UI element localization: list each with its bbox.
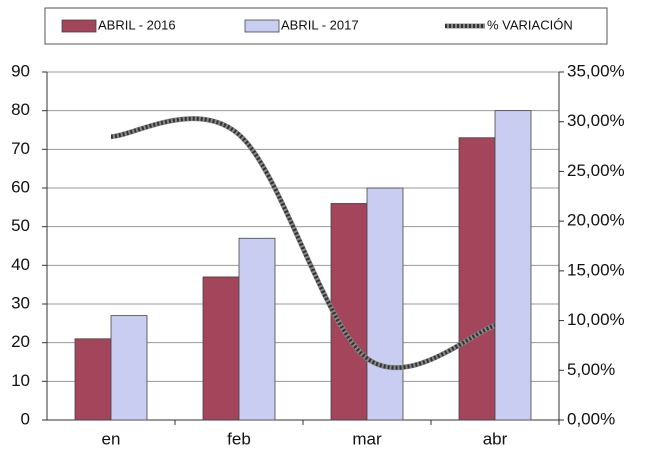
legend-swatch bbox=[244, 19, 280, 33]
y2-tick-label: 15,00% bbox=[567, 260, 625, 279]
bar bbox=[110, 315, 148, 421]
bar bbox=[494, 110, 532, 421]
y-tick-label: 60 bbox=[11, 177, 30, 196]
y-tick-label: 20 bbox=[11, 332, 30, 351]
bar bbox=[202, 276, 240, 421]
legend-box bbox=[44, 7, 608, 45]
bar bbox=[458, 137, 496, 421]
y2-tick-label: 10,00% bbox=[567, 310, 625, 329]
y-tick-label: 0 bbox=[21, 409, 30, 428]
bar bbox=[238, 237, 276, 421]
y-tick-label: 90 bbox=[11, 61, 30, 80]
x-tick-label: mar bbox=[352, 429, 382, 448]
x-tick-label: feb bbox=[227, 429, 251, 448]
y-tick-label: 10 bbox=[11, 371, 30, 390]
y2-tick-label: 35,00% bbox=[567, 61, 625, 80]
y2-tick-label: 20,00% bbox=[567, 211, 625, 230]
x-tick-label: en bbox=[102, 429, 121, 448]
line-series-bg bbox=[110, 116, 496, 371]
y2-tick-label: 25,00% bbox=[567, 161, 625, 180]
y-tick-label: 80 bbox=[11, 100, 30, 119]
x-tick-label: abr bbox=[483, 429, 508, 448]
legend-swatch bbox=[61, 19, 97, 33]
bar bbox=[74, 338, 112, 421]
y2-tick-label: 5,00% bbox=[567, 360, 615, 379]
bar bbox=[330, 203, 368, 421]
y2-tick-label: 0,00% bbox=[567, 409, 615, 428]
legend-label: ABRIL - 2017 bbox=[281, 17, 359, 32]
bar bbox=[366, 187, 404, 421]
y-tick-label: 30 bbox=[11, 293, 30, 312]
legend-label: ABRIL - 2016 bbox=[98, 17, 176, 32]
y2-tick-label: 30,00% bbox=[567, 111, 625, 130]
y-tick-label: 70 bbox=[11, 139, 30, 158]
line-series bbox=[110, 116, 496, 370]
y-tick-label: 50 bbox=[11, 216, 30, 235]
y-tick-label: 40 bbox=[11, 255, 30, 274]
legend-label: % VARIACIÓN bbox=[487, 17, 573, 32]
